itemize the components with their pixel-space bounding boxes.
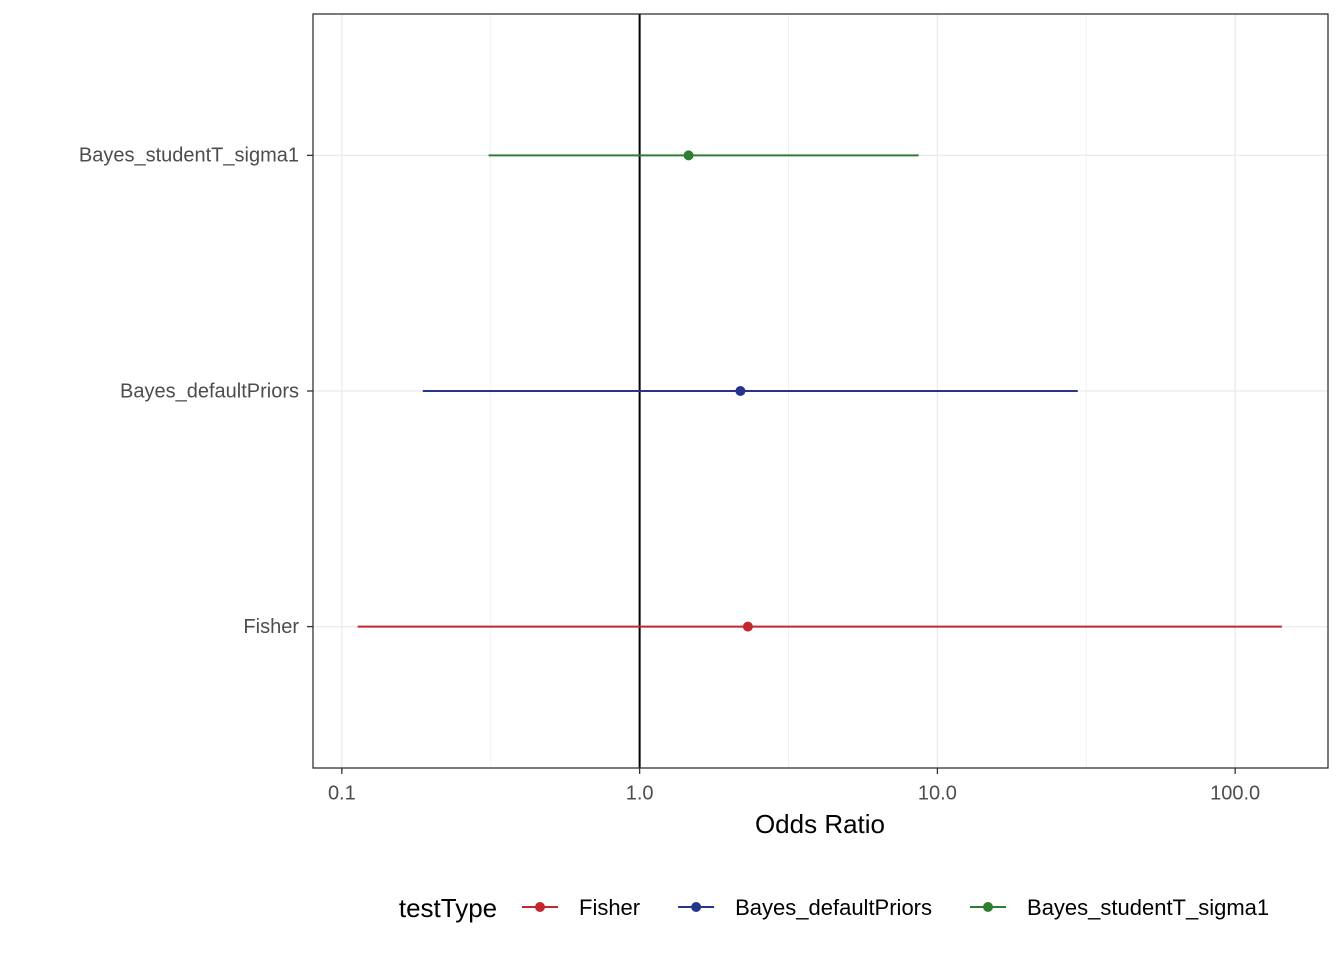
x-tick-label: 100.0 (1210, 782, 1260, 804)
legend-title: testType (399, 893, 497, 923)
point (683, 150, 694, 161)
legend-label: Bayes_studentT_sigma1 (1027, 895, 1269, 920)
x-axis-title: Odds Ratio (755, 809, 885, 839)
x-tick-label: 10.0 (918, 782, 957, 804)
legend-key-point (535, 902, 545, 912)
x-tick-label: 1.0 (626, 782, 654, 804)
legend-label: Bayes_defaultPriors (735, 895, 932, 920)
y-tick-label: Bayes_studentT_sigma1 (79, 145, 299, 167)
legend-key-point (983, 902, 994, 912)
point (735, 386, 746, 396)
legend-key-point (691, 902, 702, 912)
x-tick-label: 0.1 (328, 782, 356, 804)
panel-border (312, 13, 1329, 769)
point (742, 621, 753, 632)
y-tick-label: Fisher (243, 616, 299, 638)
legend-label: Fisher (579, 895, 640, 920)
y-tick-label: Bayes_defaultPriors (120, 380, 299, 402)
